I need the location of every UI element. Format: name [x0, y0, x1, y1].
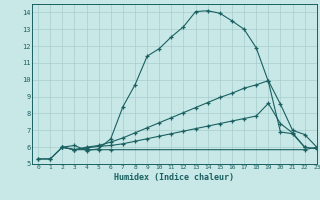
X-axis label: Humidex (Indice chaleur): Humidex (Indice chaleur) — [115, 173, 234, 182]
